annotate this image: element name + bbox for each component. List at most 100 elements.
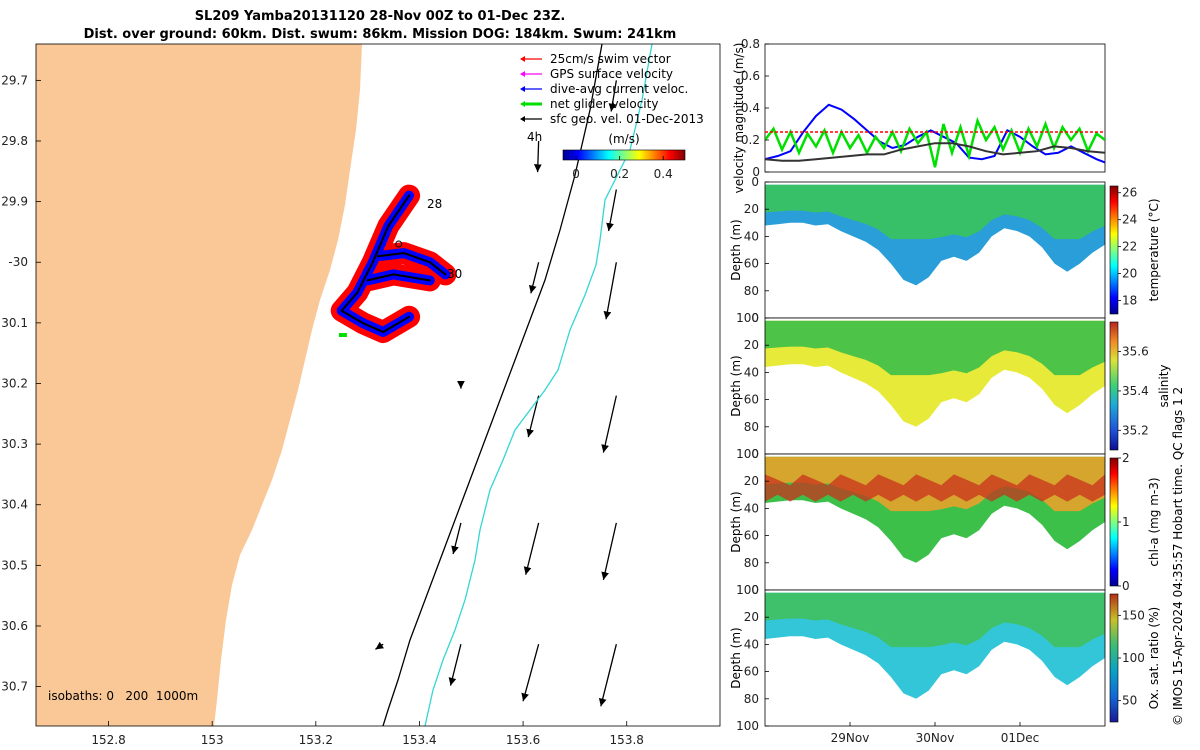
chart-title: SL209 Yamba20131120 28-Nov 00Z to 01-Dec…	[40, 8, 720, 44]
geo-velocity-arrow	[533, 140, 542, 173]
colorbar-tick-label: 100	[1122, 651, 1145, 665]
time-tick-label: 01Dec	[1001, 731, 1040, 745]
depth-tick-label: 0	[751, 175, 759, 189]
geo-velocity-arrow	[521, 643, 540, 702]
colorbar	[1109, 321, 1119, 451]
map-x-tick-label: 152.8	[91, 733, 125, 747]
depth-tick-label: 100	[736, 583, 759, 597]
geo-velocity-arrow	[603, 262, 618, 320]
depth-ylabel: Depth (m)	[729, 491, 743, 552]
velocity-y-tick-label: 0.6	[741, 69, 760, 83]
map-x-tick-label: 153.8	[610, 733, 644, 747]
depth-tick-label: 100	[736, 719, 759, 733]
glider-position-marker	[395, 240, 403, 248]
geo-velocity-arrow	[526, 395, 540, 438]
legend-label: GPS surface velocity	[550, 67, 673, 81]
depth-tick-label: 0	[751, 583, 759, 597]
depth-tick-label: 100	[736, 447, 759, 461]
chl-maximum-layer	[765, 474, 1105, 502]
map-panel: 152.8 153 153.2 153.4 153.6 153.8 29.729.829.…	[1, 43, 721, 747]
geo-velocity-arrow	[523, 522, 540, 575]
colorbar-title: (m/s)	[608, 132, 639, 146]
depth-tick-label: 80	[744, 284, 759, 298]
geostrophic-vectors	[375, 80, 618, 707]
track-line	[340, 194, 411, 333]
legend-arrowhead	[520, 116, 525, 122]
map-x-tick-label: 153.6	[506, 733, 540, 747]
depth-ylabel: Depth (m)	[729, 355, 743, 416]
geo-velocity-arrow	[606, 189, 618, 232]
depth-tick-label: 80	[744, 420, 759, 434]
depth-tick-label: 40	[744, 637, 759, 651]
geo-velocity-arrow	[448, 644, 462, 686]
colorbar-tick-label: 150	[1122, 608, 1145, 622]
colorbar-tick-label: 26	[1122, 186, 1137, 200]
velocity-panel: 0 0.2 0.4 0.6 0.8 velocity magnitude (m/s)	[732, 37, 1106, 193]
colorbar-tick-label: 0.4	[654, 167, 673, 181]
colorbar-label: Ox. sat. ratio (%)	[1147, 607, 1161, 709]
colorbar	[1109, 457, 1119, 587]
track-line	[377, 252, 447, 276]
colorbar-tick-label: 22	[1122, 240, 1137, 254]
time-tick-label: 29Nov	[831, 731, 870, 745]
depth-tick-label: 40	[744, 229, 759, 243]
depth-tick-label: 60	[744, 257, 759, 271]
map-y-tick-label: 29.9	[1, 195, 28, 209]
colorbar-tick-label: 24	[1122, 213, 1137, 227]
map-x-tick-label: 153.4	[402, 733, 436, 747]
colorbar-tick-label: 18	[1122, 294, 1137, 308]
velocity-y-tick-label: 0.4	[741, 101, 760, 115]
depth-tick-label: 100	[736, 311, 759, 325]
depth-tick-label: 20	[744, 474, 759, 488]
colorbar-tick-label: 0	[572, 167, 580, 181]
time-tick-label: 30Nov	[916, 731, 955, 745]
geo-velocity-arrow	[598, 644, 617, 707]
legend-arrowhead	[520, 86, 525, 92]
legend-arrowhead	[520, 56, 525, 62]
colorbar-label: salinity	[1157, 364, 1171, 407]
depth-tick-label: 60	[744, 529, 759, 543]
depth-ylabel: Depth (m)	[729, 627, 743, 688]
glider-track	[330, 184, 457, 343]
colorbar-tick-label: 50	[1122, 694, 1137, 708]
depth-panel-salinity: 0 20 40 60 80 100 Depth (m) 35.2 35.4 35.6 salinit…	[729, 311, 1171, 461]
track-line	[366, 273, 431, 282]
profile-upper-layer	[765, 320, 1105, 376]
geo-velocity-arrow	[528, 262, 540, 294]
geo-velocity-arrow	[375, 641, 385, 650]
geo-velocity-arrow	[608, 80, 618, 112]
depth-tick-label: 20	[744, 202, 759, 216]
colorbar-tick-label: 1	[1122, 515, 1130, 529]
depth-tick-label: 60	[744, 393, 759, 407]
map-y-tick-label: 30.2	[1, 376, 28, 390]
colorbar-tick-label: 2	[1122, 451, 1130, 465]
depth-tick-label: 0	[751, 311, 759, 325]
title-line-1: SL209 Yamba20131120 28-Nov 00Z to 01-Dec…	[194, 9, 566, 24]
map-y-tick-label: 30.3	[1, 437, 28, 451]
depth-tick-label: 0	[751, 447, 759, 461]
map-y-tick-label: 29.8	[1, 134, 28, 148]
velocity-series-line	[765, 142, 1105, 162]
depth-tick-label: 80	[744, 556, 759, 570]
depth-tick-label: 20	[744, 338, 759, 352]
profile-upper-layer	[765, 592, 1105, 648]
velocity-y-tick-label: 0	[752, 165, 760, 179]
isobath-200m	[382, 44, 603, 726]
velocity-y-tick-label: 0.8	[741, 37, 760, 51]
depth-tick-label: 80	[744, 692, 759, 706]
title-line-2: Dist. over ground: 60km. Dist. swum: 86k…	[83, 27, 677, 42]
velocity-series-line	[765, 116, 1105, 168]
velocity-series-line	[765, 103, 1105, 164]
depth-tick-label: 20	[744, 610, 759, 624]
vector-time-label: 4h	[527, 130, 542, 144]
depth-ylabel: Depth (m)	[729, 219, 743, 280]
depth-panel-oxygen: 0 20 40 60 80 100 Depth (m) 50 100 150 Ox. sat. ra…	[729, 583, 1161, 745]
colorbar	[1109, 593, 1119, 723]
isobaths-label: isobaths: 0 200 1000m	[48, 689, 198, 703]
map-y-tick-label: 30.1	[1, 316, 28, 330]
geo-velocity-arrow	[601, 522, 617, 581]
colorbar-tick-label: 35.6	[1122, 345, 1149, 359]
depth-tick-label: 40	[744, 501, 759, 515]
